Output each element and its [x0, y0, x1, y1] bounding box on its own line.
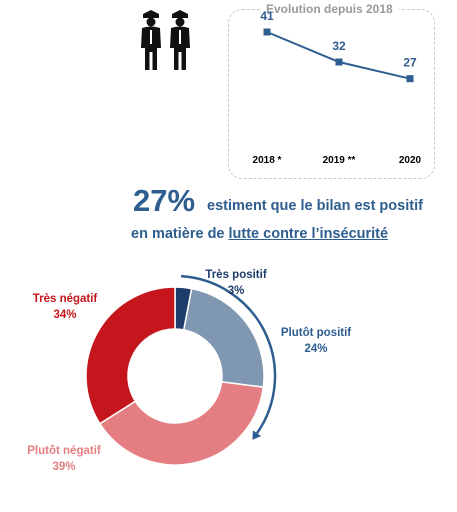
slice-label: Plutôt négatif [27, 445, 101, 457]
line-chart: 41 2018 * 32 2019 ** 27 2020 [253, 9, 422, 166]
slice-label: Très négatif [33, 293, 98, 305]
trend-point [335, 58, 343, 66]
headline-percent: 27% [133, 183, 196, 218]
trend-value-label: 27 [403, 56, 417, 70]
positive-arc-arrow [180, 274, 277, 434]
trend-x-label: 2018 * [253, 155, 282, 166]
headline-line1: estiment que le bilan est positif [207, 198, 423, 214]
trend-point [406, 75, 414, 83]
slice-label: Plutôt positif [281, 327, 351, 339]
donut-slice [182, 287, 265, 388]
trend-value-label: 32 [332, 39, 346, 53]
trend-x-label: 2019 ** [323, 155, 356, 166]
headline-line2: en matière de lutte contre l’insécurité [131, 226, 388, 242]
slice-value-label: 24% [304, 343, 327, 355]
trend-value-label: 41 [260, 9, 274, 23]
police-officers-icon [141, 10, 190, 70]
slice-label: Très positif [205, 269, 267, 281]
trend-point [263, 28, 271, 36]
trend-x-label: 2020 [399, 155, 422, 166]
donut-slice [98, 381, 265, 466]
slice-value-label: 39% [52, 461, 75, 473]
donut-chart: Très positif 3% Plutôt positif 24% Plutôt né… [27, 269, 351, 473]
slice-value-label: 34% [53, 309, 76, 321]
headline-line2-underlined: lutte contre l’insécurité [228, 226, 389, 242]
arrow-head-icon [252, 430, 262, 440]
headline-line2-prefix: en matière de [131, 226, 229, 242]
donut-slice [85, 286, 176, 425]
trend-title: Evolution depuis 2018 [260, 2, 399, 16]
slice-value-label: 3% [228, 285, 245, 297]
